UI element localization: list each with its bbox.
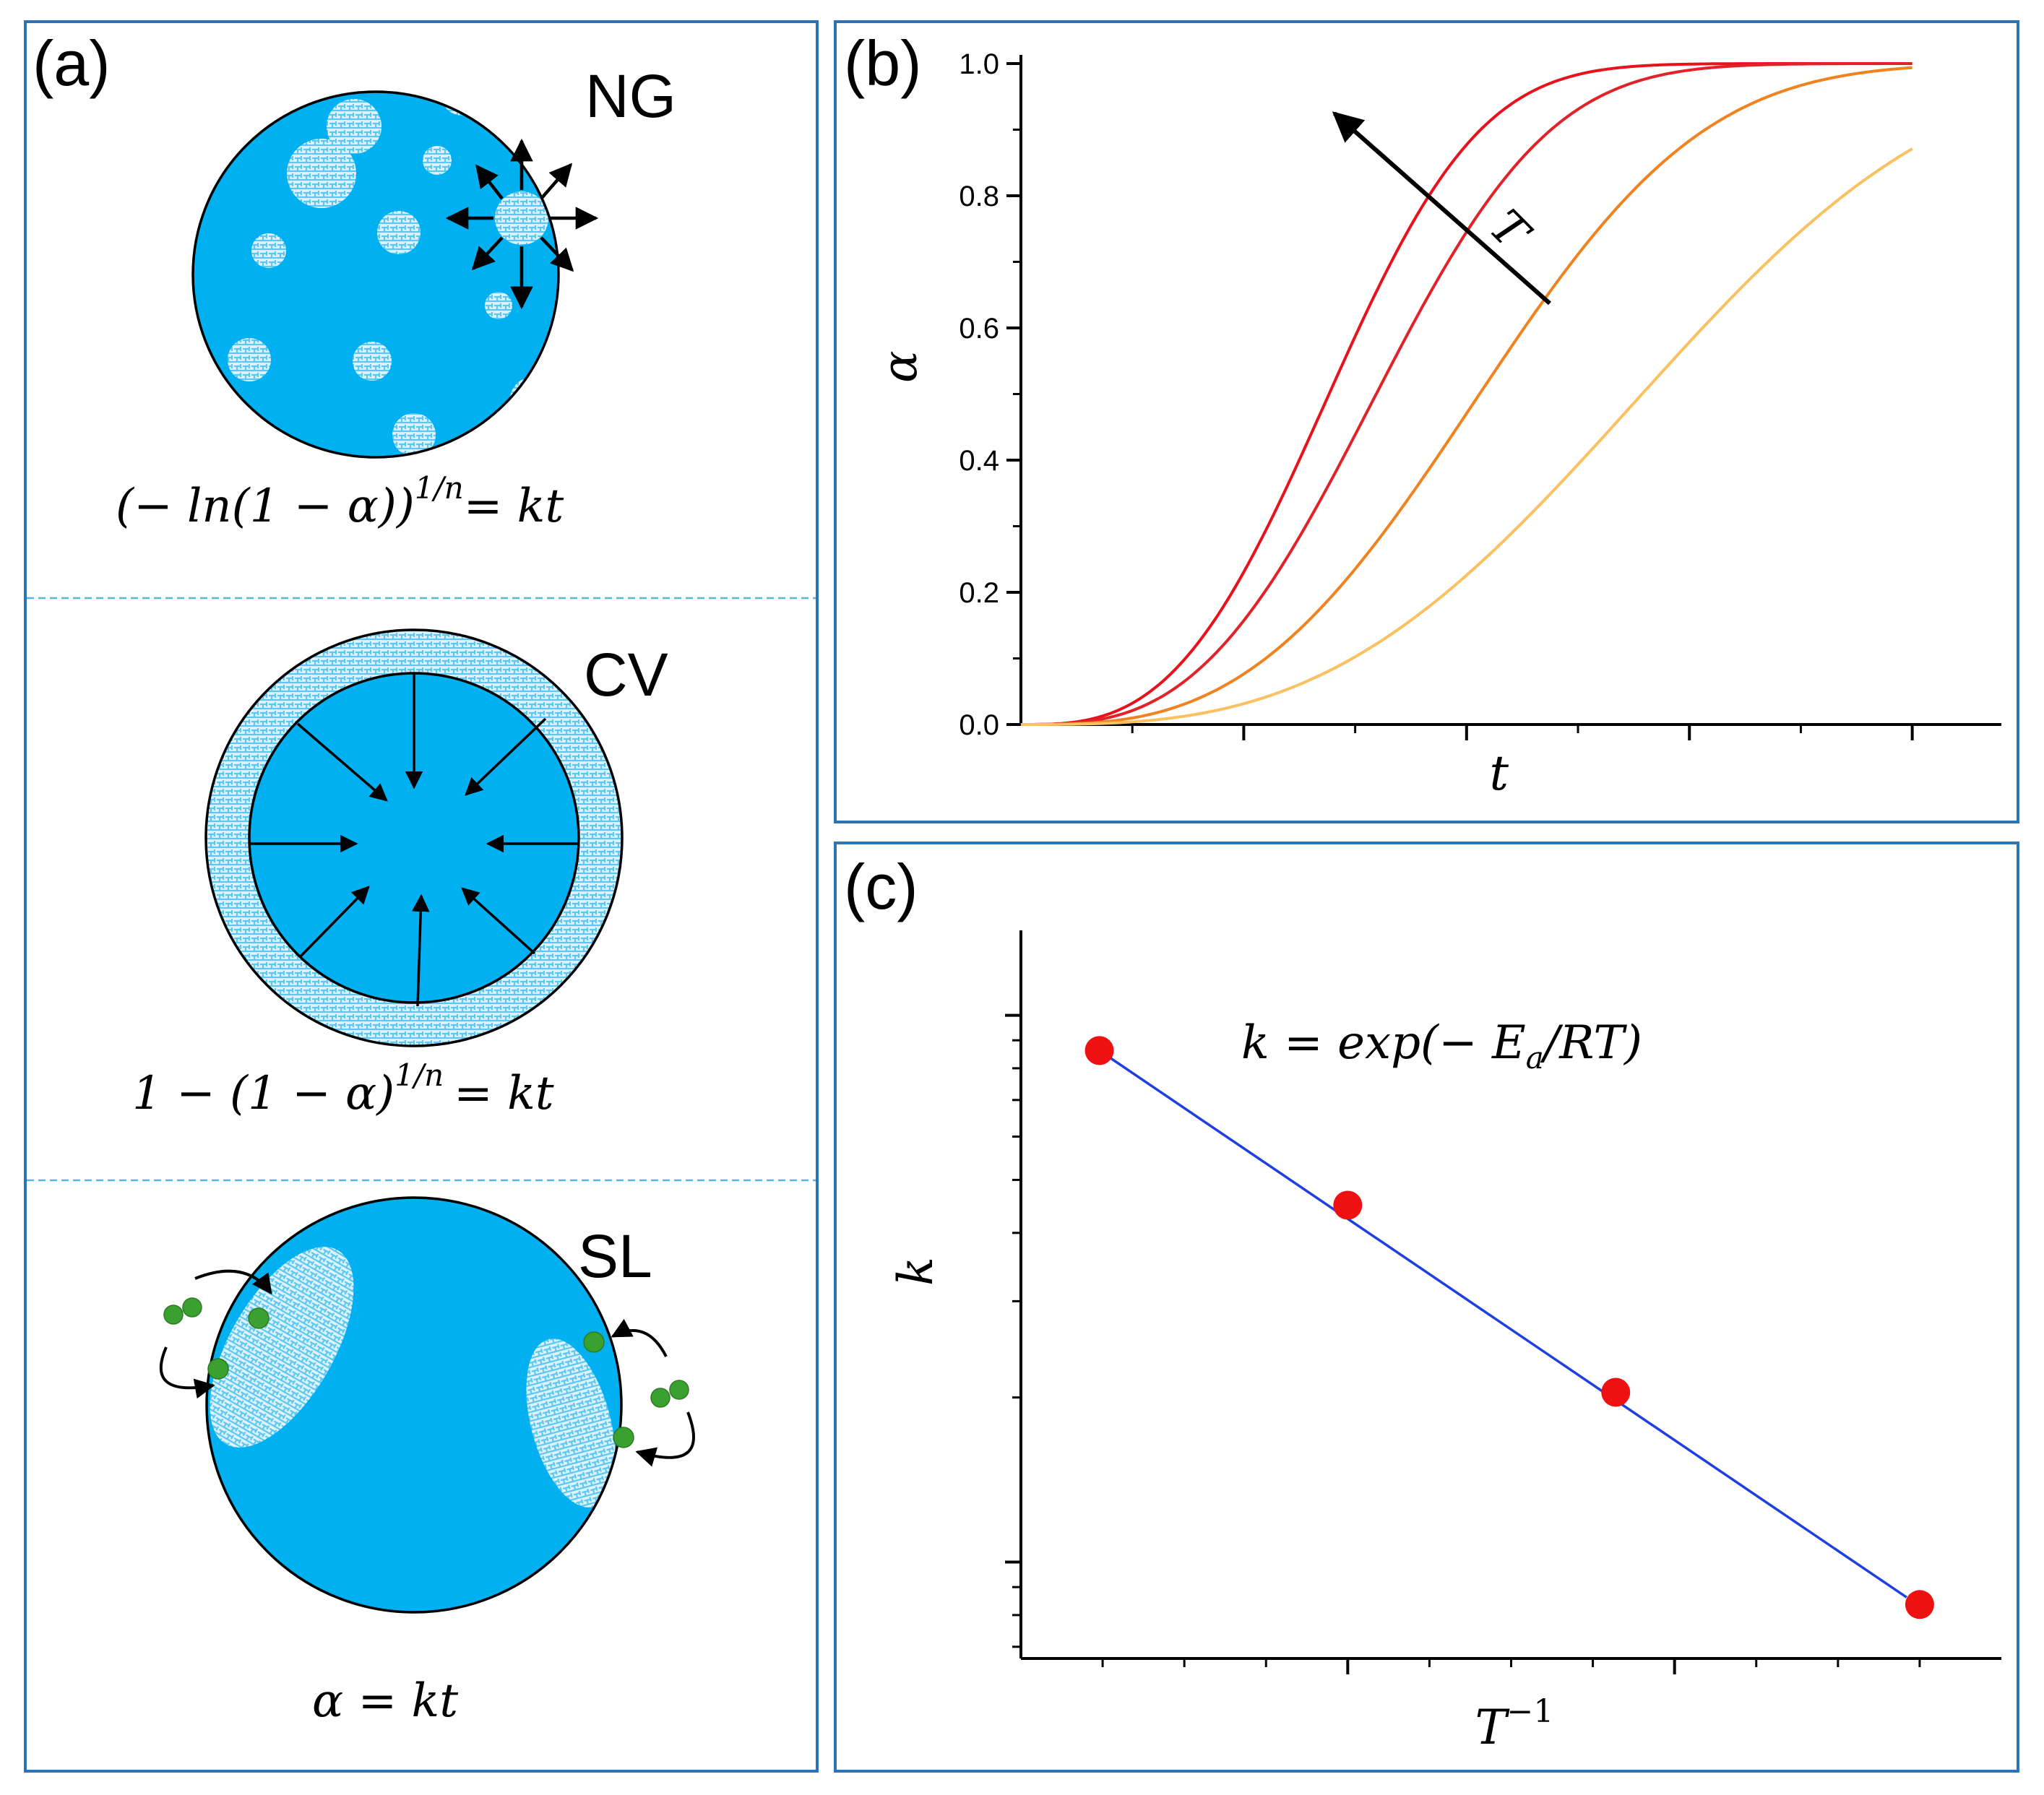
- x-axis-label: T−1: [1475, 1693, 1554, 1755]
- panel-c-fit: [1098, 1049, 1907, 1599]
- series-curve: [1021, 147, 1913, 726]
- ng-equation: (− ln(1 − α))1/n= kt: [116, 470, 564, 533]
- series-curve: [1021, 66, 1913, 726]
- molecule: [583, 1331, 605, 1353]
- data-point: [1084, 1036, 1114, 1065]
- molecule: [650, 1388, 670, 1408]
- molecule: [163, 1305, 184, 1325]
- cv-label: CV: [584, 641, 668, 709]
- ng-section: NG: [116, 62, 676, 533]
- y-tick-label: 0.4: [959, 445, 999, 477]
- sl-section: SL: [159, 1196, 695, 1728]
- panel-a-frame: [24, 20, 819, 1773]
- x-axis-label: t: [1490, 745, 1509, 801]
- y-tick-label: 0.6: [959, 313, 999, 345]
- panel-b-axes: 0.0 0.2 0.4 0.6 0.8 1.0 t α: [872, 48, 2001, 801]
- series-curve: [1021, 62, 1913, 726]
- panel-c-label: (c): [844, 851, 918, 922]
- adsorption-arrows: [159, 1269, 695, 1467]
- y-tick-label: 0.2: [959, 577, 999, 609]
- y-axis-label: α: [872, 350, 928, 383]
- growth-arrows: [445, 138, 599, 310]
- panel-a-label: (a): [33, 27, 111, 99]
- data-point: [1333, 1190, 1363, 1220]
- series-curve: [1021, 62, 1913, 726]
- sl-equation: α = kt: [312, 1674, 458, 1728]
- sl-reaction-zones: [210, 1247, 616, 1508]
- svg-text:α = kt: α = kt: [312, 1674, 458, 1728]
- data-point: [1905, 1590, 1934, 1619]
- contraction-arrows: [249, 673, 579, 1007]
- molecules: [163, 1297, 689, 1448]
- panel-b: (b) 0.0 0.2 0.4 0.6 0.8 1.0 t α T: [834, 20, 2019, 823]
- panel-b-label: (b): [844, 27, 922, 99]
- svg-text:1 − (1 − α)1/n= kt: 1 − (1 − α)1/n = kt: [132, 1057, 554, 1120]
- molecule: [182, 1297, 202, 1318]
- panel-c-frame: [834, 842, 2019, 1773]
- panel-b-series: [1021, 62, 1913, 726]
- cv-equation: 1 − (1 − α)1/n = kt: [132, 1057, 554, 1120]
- panel-c-axes: T−1 k: [888, 930, 2001, 1755]
- sl-label: SL: [578, 1222, 652, 1290]
- arrhenius-equation: k = exp(− Ea/RT): [1241, 1016, 1642, 1076]
- panel-a: (a) NG: [24, 20, 819, 1773]
- y-tick-label: 0.8: [959, 181, 999, 212]
- y-tick-label: 0.0: [959, 709, 999, 741]
- ng-label: NG: [585, 62, 676, 130]
- temperature-arrow-label: T: [1479, 200, 1541, 262]
- y-tick-label: 1.0: [959, 48, 999, 80]
- temperature-arrow: T: [1332, 111, 1551, 306]
- molecule: [207, 1358, 229, 1380]
- molecule: [669, 1380, 689, 1400]
- ng-particle: [193, 92, 559, 457]
- molecule: [613, 1427, 634, 1448]
- cv-section: CV 1 − (1 − α)1/n = kt: [132, 628, 668, 1120]
- fit-line: [1098, 1049, 1907, 1599]
- molecule: [248, 1307, 269, 1329]
- data-point: [1601, 1377, 1631, 1407]
- ng-nuclei: [228, 92, 555, 457]
- panel-c: (c) T−1 k k = exp(− Ea/RT): [834, 842, 2019, 1773]
- panel-b-frame: [834, 20, 2019, 823]
- panel-c-points: [1084, 1036, 1934, 1619]
- y-axis-label: k: [888, 1257, 944, 1286]
- svg-text:(− ln(1 − α))1/n= kt: (− ln(1 − α))1/n= kt: [116, 470, 564, 533]
